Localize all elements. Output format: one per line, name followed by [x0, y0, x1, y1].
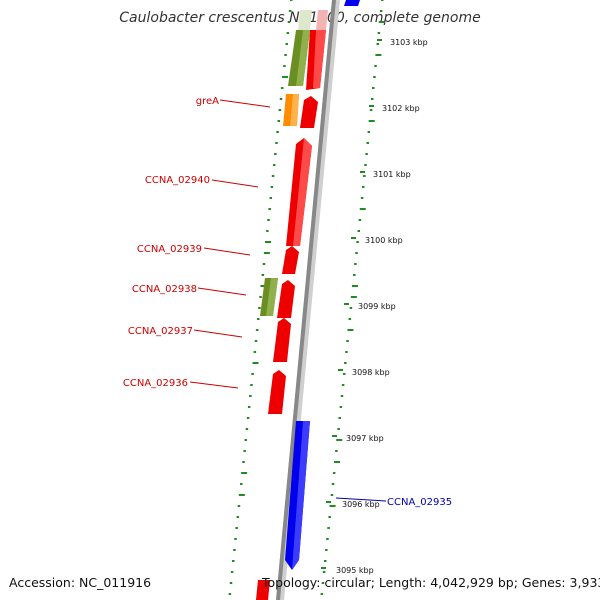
connector-CCNA_02937: [193, 329, 243, 338]
gene-label: CCNA_02936: [123, 378, 188, 389]
backbone: [276, 0, 340, 600]
reverse-cds: [344, 0, 360, 6]
gene-feature: [316, 10, 328, 30]
forward-cds: [277, 280, 295, 318]
ruler-label: 3099 kbp: [358, 302, 396, 311]
connector-CCNA_02939: [203, 247, 251, 256]
accession-label: Accession: NC_011916: [9, 575, 152, 590]
forward-cds: [256, 580, 270, 600]
gene-feature-green-shade: [266, 278, 278, 316]
connector-CCNA_02938: [197, 287, 247, 296]
ruler-label: 3096 kbp: [342, 500, 380, 509]
connector-CCNA_02940: [211, 179, 259, 188]
ruler-label: 3097 kbp: [346, 434, 384, 443]
forward-cds: [268, 370, 286, 414]
ruler-label: 3101 kbp: [373, 170, 411, 179]
genome-summary: Topology: circular; Length: 4,042,929 bp…: [262, 575, 600, 590]
gc-content-ticks-outer: [320, 0, 385, 595]
forward-cds-shade: [293, 138, 312, 246]
gene-labels: greA CCNA_02940 CCNA_02939 CCNA_02938 CC…: [123, 96, 452, 508]
connector-CCNA_02935: [335, 497, 387, 502]
connector-CCNA_02936: [189, 381, 239, 389]
label-connectors: [189, 99, 387, 502]
forward-cds: [282, 246, 299, 274]
reverse-cds-shade: [292, 421, 310, 570]
forward-cds-shade: [313, 30, 326, 88]
ruler: 3103 kbp 3102 kbp 3101 kbp 3100 kbp 3099…: [321, 38, 428, 575]
gene-label: CCNA_02937: [128, 326, 193, 337]
gene-label: CCNA_02939: [137, 244, 202, 255]
ruler-label: 3100 kbp: [365, 236, 403, 245]
ruler-label: 3102 kbp: [382, 104, 420, 113]
ruler-label: 3103 kbp: [390, 38, 428, 47]
gene-feature-orange-shade: [290, 94, 299, 126]
gene-label: CCNA_02938: [132, 284, 197, 295]
gene-label: greA: [196, 96, 219, 107]
forward-cds: [300, 96, 318, 128]
gene-feature-green-shade: [296, 30, 310, 86]
connector-greA: [219, 99, 271, 108]
gene-features: [256, 0, 360, 600]
gc-content-ticks-inner: [228, 0, 293, 595]
ruler-label: 3095 kbp: [336, 566, 374, 575]
gene-label: CCNA_02940: [145, 175, 210, 186]
backbone-line: [276, 0, 336, 600]
ruler-label: 3098 kbp: [352, 368, 390, 377]
gene-feature: [298, 10, 312, 30]
gene-label: CCNA_02935: [387, 497, 452, 508]
forward-cds: [273, 318, 291, 362]
